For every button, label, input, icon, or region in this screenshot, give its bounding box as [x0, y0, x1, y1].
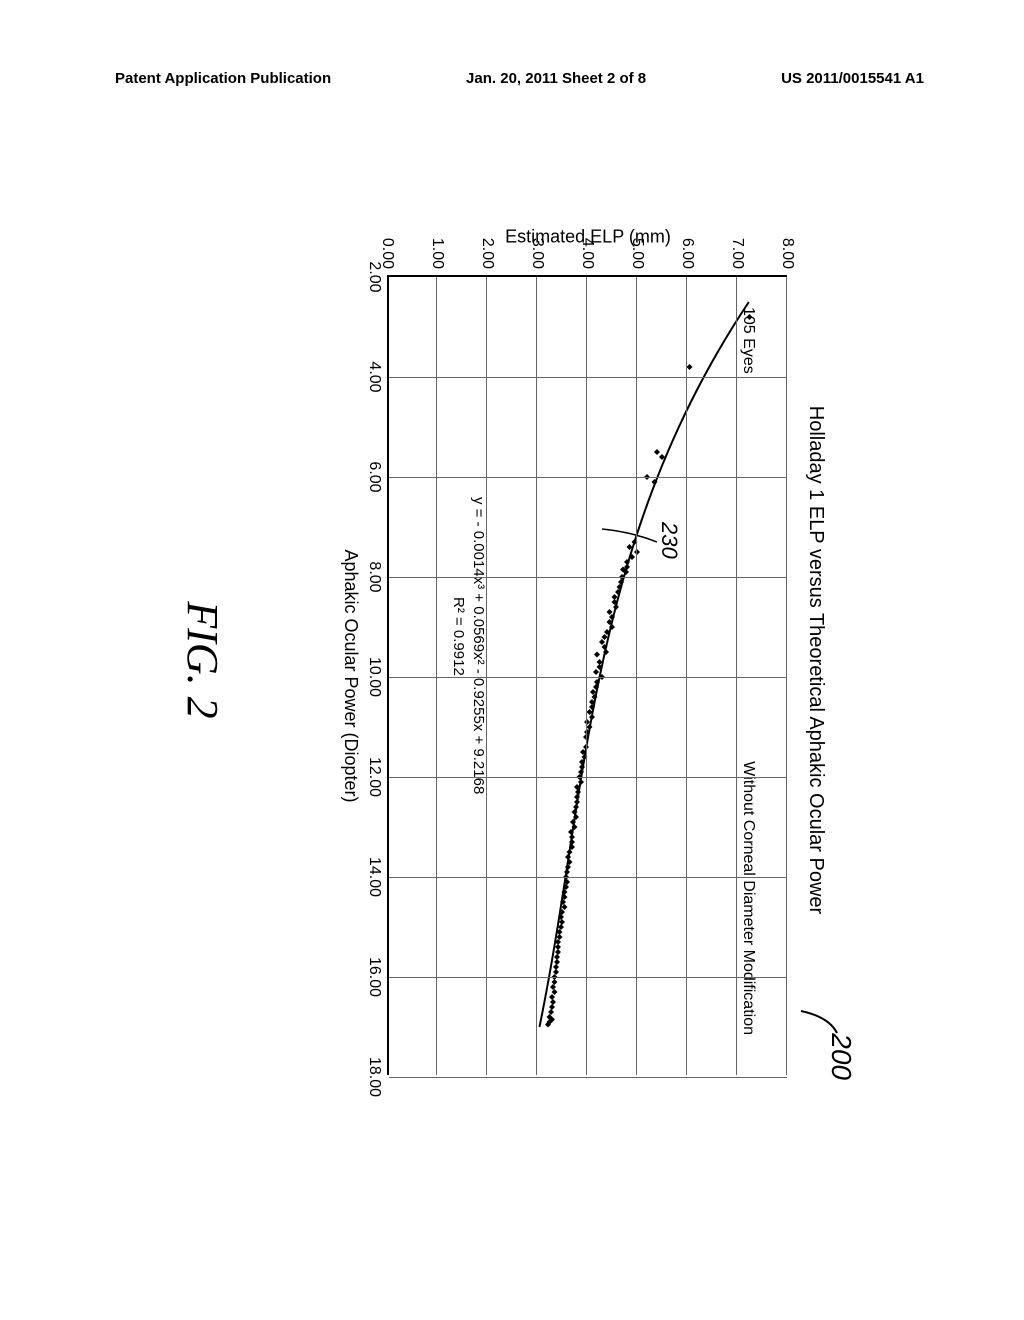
annotation-eyes: 105 Eyes — [739, 307, 757, 374]
data-point — [562, 904, 568, 910]
gridline-v — [389, 977, 787, 978]
gridline-h — [586, 277, 587, 1075]
data-point — [613, 604, 619, 610]
x-tick-label: 12.00 — [365, 757, 389, 797]
leader-line-230 — [597, 527, 657, 557]
gridline-h — [786, 277, 787, 1075]
gridline-v — [389, 377, 787, 378]
reference-number-200: 200 — [825, 1033, 857, 1080]
figure-caption: FIG. 2 — [177, 601, 228, 718]
y-tick-label: 8.00 — [778, 238, 796, 277]
data-point — [549, 1004, 555, 1010]
data-point — [555, 949, 561, 955]
y-tick-label: 4.00 — [578, 238, 596, 277]
gridline-v — [389, 777, 787, 778]
chart-area: 105 Eyes Without Corneal Diameter Modifi… — [327, 195, 797, 1090]
data-point — [578, 779, 584, 785]
annotation-subtitle: Without Corneal Diameter Modification — [739, 761, 757, 1035]
data-point — [564, 869, 570, 875]
data-point — [552, 989, 558, 995]
data-point — [552, 979, 558, 985]
x-tick-label: 10.00 — [365, 657, 389, 697]
data-point — [607, 609, 613, 615]
data-point — [549, 994, 555, 1000]
data-point — [584, 719, 590, 725]
x-tick-label: 14.00 — [365, 857, 389, 897]
gridline-h — [686, 277, 687, 1075]
gridline-v — [389, 1077, 787, 1078]
x-tick-label: 16.00 — [365, 957, 389, 997]
data-point — [590, 689, 596, 695]
data-point — [548, 1009, 554, 1015]
data-point — [654, 449, 660, 455]
data-point — [565, 854, 571, 860]
data-point — [554, 959, 560, 965]
data-point — [602, 634, 608, 640]
gridline-v — [389, 577, 787, 578]
figure-rotated-container: 200 Holladay 1 ELP versus Theoretical Ap… — [177, 130, 857, 1190]
gridline-h — [736, 277, 737, 1075]
x-tick-label: 4.00 — [365, 361, 389, 392]
annotation-equation: y = - 0.0014x³ + 0.0569x² - 0.9255x + 9.… — [470, 497, 487, 794]
callout-230: 230 — [656, 522, 682, 559]
annotation-r2: R² = 0.9912 — [450, 597, 467, 676]
gridline-h — [436, 277, 437, 1075]
gridline-v — [389, 877, 787, 878]
data-point — [574, 799, 580, 805]
x-tick-label: 8.00 — [365, 561, 389, 592]
data-point — [593, 669, 599, 675]
data-point — [567, 849, 573, 855]
y-tick-label: 6.00 — [678, 238, 696, 277]
gridline-v — [389, 677, 787, 678]
data-point — [559, 919, 565, 925]
y-tick-label: 2.00 — [478, 238, 496, 277]
leader-line-200 — [799, 1007, 839, 1035]
x-axis-label: Aphakic Ocular Power (Diopter) — [340, 549, 361, 802]
gridline-h — [536, 277, 537, 1075]
data-point — [589, 714, 595, 720]
y-tick-label: 3.00 — [528, 238, 546, 277]
data-point — [594, 652, 600, 658]
regression-curve — [539, 302, 748, 1027]
data-point — [550, 999, 556, 1005]
plot-region: 105 Eyes Without Corneal Diameter Modifi… — [387, 275, 787, 1075]
gridline-h — [486, 277, 487, 1075]
y-tick-label: 1.00 — [428, 238, 446, 277]
page-frame: 200 Holladay 1 ELP versus Theoretical Ap… — [100, 60, 934, 1260]
x-tick-label: 2.00 — [365, 261, 389, 292]
fitted-curve — [389, 277, 787, 1075]
y-tick-label: 7.00 — [728, 238, 746, 277]
data-point — [587, 724, 593, 730]
data-point — [599, 639, 605, 645]
data-point — [573, 804, 579, 810]
data-point — [687, 364, 693, 370]
reference-number-200-text: 200 — [826, 1033, 857, 1080]
x-tick-label: 6.00 — [365, 461, 389, 492]
data-point — [553, 969, 559, 975]
x-tick-label: 18.00 — [365, 1057, 389, 1097]
chart-title: Holladay 1 ELP versus Theoretical Aphaki… — [804, 406, 827, 914]
y-tick-label: 5.00 — [628, 238, 646, 277]
gridline-h — [636, 277, 637, 1075]
gridline-v — [389, 477, 787, 478]
data-point — [557, 934, 563, 940]
data-point — [550, 984, 556, 990]
